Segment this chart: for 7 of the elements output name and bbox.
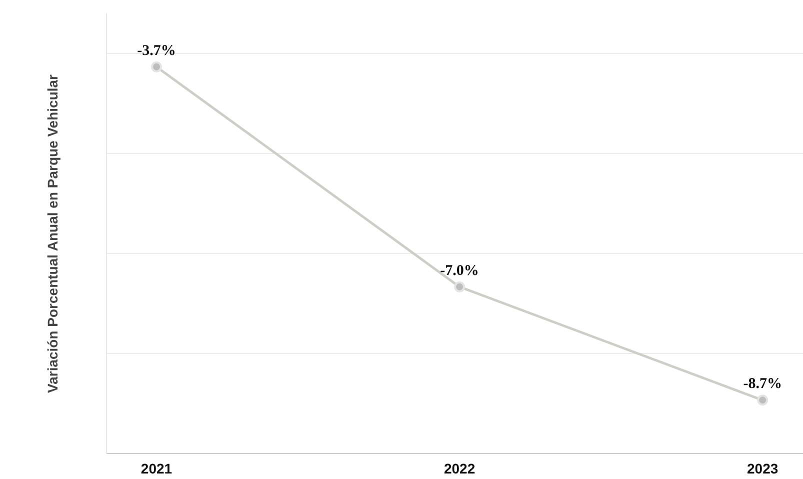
data-label: -8.7% bbox=[743, 376, 782, 392]
data-label: -3.7% bbox=[137, 42, 176, 59]
x-tick-label: 2021 bbox=[140, 460, 172, 476]
x-tick-label: 2023 bbox=[747, 460, 778, 476]
x-tick-label: 2022 bbox=[444, 460, 476, 476]
y-axis-title: Variación Porcentual Anual en Parque Vehicular bbox=[44, 74, 60, 393]
data-label: -7.0% bbox=[440, 262, 479, 279]
